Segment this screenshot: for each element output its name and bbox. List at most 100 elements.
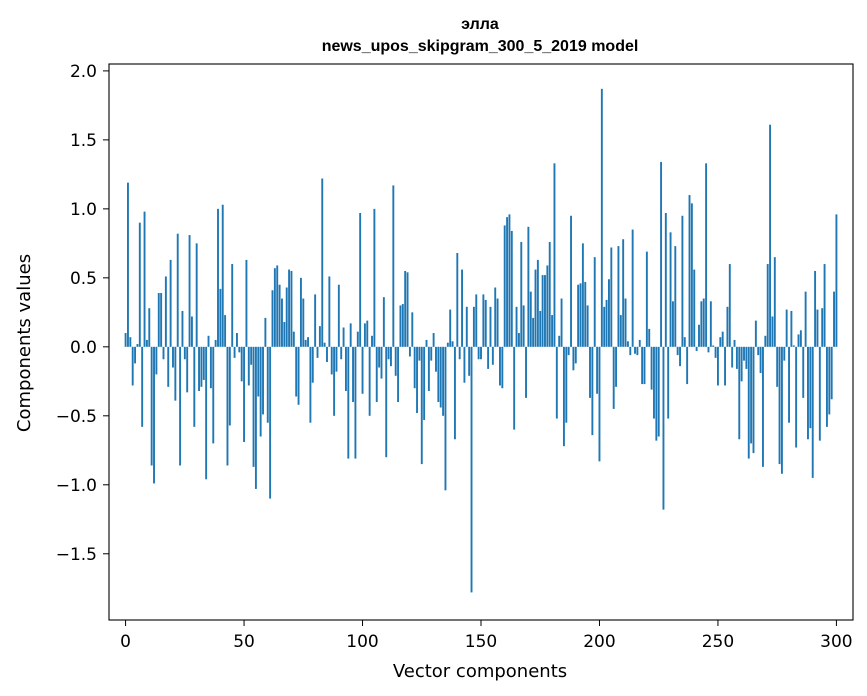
bar-107 (378, 346, 381, 368)
bar-199 (596, 346, 599, 394)
bar-117 (401, 304, 404, 347)
bar-50 (243, 346, 246, 443)
bar-266 (754, 320, 757, 347)
bar-272 (769, 124, 772, 347)
bar-32 (200, 346, 203, 387)
x-axis-label: Vector components (393, 661, 567, 682)
bar-223 (653, 346, 655, 419)
bar-125 (420, 346, 423, 465)
bar-35 (207, 335, 210, 347)
bar-90 (337, 284, 340, 347)
bar-248 (712, 345, 715, 347)
bar-220 (645, 251, 648, 347)
bar-174 (536, 259, 539, 347)
bar-144 (465, 306, 468, 347)
bar-2 (129, 337, 132, 347)
bar-251 (719, 337, 722, 347)
bar-270 (764, 335, 767, 347)
bar-80 (314, 294, 317, 347)
bar-119 (406, 272, 409, 347)
bar-217 (638, 339, 641, 347)
bar-234 (679, 346, 681, 367)
y-axis-label: Components values (14, 254, 35, 432)
bar-173 (534, 269, 537, 347)
bar-211 (624, 298, 627, 347)
x-tick-label: 300 (820, 632, 852, 652)
bar-49 (240, 346, 243, 382)
bar-292 (816, 309, 819, 347)
x-tick-label: 250 (702, 632, 734, 652)
bar-213 (629, 346, 632, 356)
y-tick-label: −0.5 (56, 407, 97, 427)
bar-279 (785, 309, 788, 347)
bar-165 (515, 306, 518, 347)
bar-52 (247, 346, 250, 386)
bar-256 (731, 346, 734, 368)
bar-54 (252, 346, 255, 467)
bar-106 (375, 346, 378, 403)
bar-69 (288, 269, 291, 347)
bar-183 (558, 335, 561, 347)
bar-288 (807, 346, 809, 440)
bar-290 (811, 346, 814, 478)
bar-134 (442, 346, 445, 416)
bar-0 (124, 333, 127, 347)
bar-250 (716, 346, 719, 386)
bar-208 (617, 246, 620, 347)
bar-291 (814, 270, 817, 347)
bar-122 (413, 346, 416, 389)
bar-98 (356, 331, 359, 347)
bar-108 (380, 346, 383, 379)
bar-150 (480, 346, 482, 360)
bar-259 (738, 346, 741, 440)
bar-28 (190, 316, 193, 347)
bar-58 (262, 346, 264, 415)
bar-51 (245, 259, 248, 347)
bar-43 (226, 346, 229, 466)
bar-180 (551, 315, 554, 347)
bar-181 (553, 163, 556, 347)
bar-4 (134, 346, 137, 364)
bar-10 (148, 308, 151, 347)
bar-82 (318, 326, 321, 347)
bar-3 (131, 346, 134, 386)
bar-252 (721, 331, 724, 347)
bar-243 (700, 301, 703, 347)
bar-22 (176, 233, 179, 347)
bar-30 (195, 243, 198, 347)
bar-169 (525, 346, 527, 398)
bar-38 (214, 339, 217, 347)
bar-245 (705, 163, 708, 347)
y-tick-label: −1.5 (56, 545, 97, 565)
bar-190 (574, 346, 577, 364)
bar-62 (271, 290, 274, 347)
bar-231 (671, 301, 674, 347)
bar-13 (155, 346, 158, 375)
bar-63 (273, 268, 276, 347)
bar-100 (361, 346, 364, 394)
bar-298 (830, 346, 833, 400)
bar-247 (709, 301, 712, 347)
y-tick-label: 1.0 (70, 200, 97, 220)
bar-118 (404, 270, 407, 347)
bar-294 (821, 308, 824, 347)
bar-40 (219, 288, 222, 347)
bar-6 (138, 222, 141, 347)
bar-97 (354, 346, 357, 459)
y-tick-label: 0.5 (70, 269, 97, 289)
bar-136 (446, 342, 449, 347)
bar-156 (494, 287, 497, 347)
bar-160 (503, 225, 506, 347)
bar-101 (363, 323, 366, 347)
bar-264 (750, 346, 753, 444)
bar-39 (217, 208, 219, 347)
bar-84 (323, 342, 326, 347)
bar-130 (432, 333, 435, 347)
bar-286 (802, 346, 805, 398)
bar-128 (427, 346, 430, 391)
bar-166 (517, 333, 520, 347)
bar-14 (157, 293, 160, 347)
bar-103 (368, 346, 371, 416)
bar-114 (394, 346, 397, 376)
bar-60 (266, 346, 269, 423)
